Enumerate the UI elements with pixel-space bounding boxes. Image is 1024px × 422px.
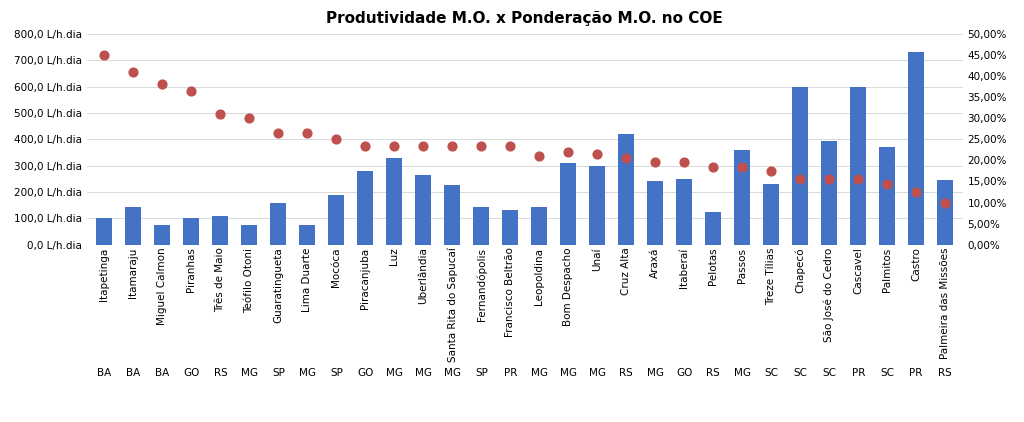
Bar — [560, 163, 577, 245]
Point — [937, 199, 953, 206]
Bar — [155, 225, 170, 245]
Text: MG: MG — [560, 368, 577, 379]
Text: MG: MG — [241, 368, 258, 379]
Bar — [676, 179, 692, 245]
Text: MG: MG — [530, 368, 548, 379]
Text: RS: RS — [938, 368, 952, 379]
Point — [357, 142, 374, 149]
Point — [879, 180, 895, 187]
Bar — [647, 181, 664, 245]
Text: SC: SC — [794, 368, 807, 379]
Point — [212, 111, 228, 117]
Bar — [531, 206, 547, 245]
Text: PR: PR — [852, 368, 865, 379]
Text: MG: MG — [415, 368, 432, 379]
Point — [647, 159, 664, 166]
Text: GO: GO — [357, 368, 374, 379]
Text: MG: MG — [589, 368, 606, 379]
Point — [821, 176, 838, 183]
Point — [763, 168, 779, 174]
Bar — [618, 134, 634, 245]
Point — [444, 142, 461, 149]
Bar — [386, 158, 402, 245]
Text: RS: RS — [707, 368, 720, 379]
Text: SC: SC — [822, 368, 837, 379]
Text: MG: MG — [386, 368, 402, 379]
Point — [270, 130, 287, 136]
Bar — [444, 185, 461, 245]
Point — [155, 81, 171, 88]
Bar — [126, 206, 141, 245]
Text: SP: SP — [330, 368, 343, 379]
Point — [706, 163, 722, 170]
Bar — [734, 150, 751, 245]
Text: SC: SC — [881, 368, 894, 379]
Point — [560, 149, 577, 155]
Bar — [212, 216, 228, 245]
Bar — [270, 203, 287, 245]
Text: PR: PR — [504, 368, 517, 379]
Text: MG: MG — [443, 368, 461, 379]
Text: GO: GO — [676, 368, 692, 379]
Text: SC: SC — [764, 368, 778, 379]
Bar — [242, 225, 257, 245]
Point — [792, 176, 808, 183]
Bar — [473, 206, 489, 245]
Text: MG: MG — [647, 368, 664, 379]
Point — [618, 155, 635, 162]
Text: GO: GO — [183, 368, 200, 379]
Bar — [908, 52, 924, 245]
Point — [415, 142, 431, 149]
Bar — [416, 175, 431, 245]
Point — [386, 142, 402, 149]
Point — [242, 115, 258, 122]
Point — [183, 87, 200, 94]
Point — [502, 142, 518, 149]
Bar — [793, 87, 808, 245]
Point — [328, 136, 344, 143]
Bar — [589, 165, 605, 245]
Text: RS: RS — [620, 368, 633, 379]
Bar — [850, 87, 866, 245]
Text: MG: MG — [299, 368, 315, 379]
Title: Produtividade M.O. x Ponderação M.O. no COE: Produtividade M.O. x Ponderação M.O. no … — [327, 11, 723, 26]
Bar — [96, 219, 113, 245]
Point — [908, 189, 925, 195]
Bar — [299, 225, 315, 245]
Bar — [937, 180, 953, 245]
Bar — [183, 219, 200, 245]
Text: BA: BA — [97, 368, 112, 379]
Text: SP: SP — [475, 368, 487, 379]
Bar — [706, 212, 721, 245]
Text: PR: PR — [909, 368, 923, 379]
Point — [96, 51, 113, 58]
Bar — [357, 171, 374, 245]
Point — [676, 159, 692, 166]
Point — [589, 151, 605, 157]
Point — [850, 176, 866, 183]
Bar — [880, 147, 895, 245]
Bar — [763, 184, 779, 245]
Text: BA: BA — [126, 368, 140, 379]
Text: MG: MG — [734, 368, 751, 379]
Point — [734, 163, 751, 170]
Bar — [329, 195, 344, 245]
Text: SP: SP — [272, 368, 285, 379]
Point — [125, 68, 141, 75]
Point — [473, 142, 489, 149]
Text: RS: RS — [214, 368, 227, 379]
Bar — [503, 211, 518, 245]
Text: BA: BA — [156, 368, 170, 379]
Bar — [821, 141, 838, 245]
Point — [299, 130, 315, 136]
Point — [531, 153, 548, 160]
